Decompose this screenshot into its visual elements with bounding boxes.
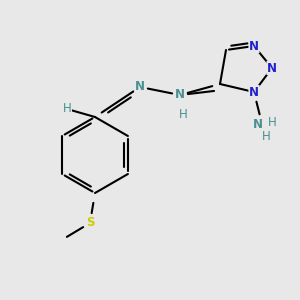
Text: H: H: [268, 116, 276, 128]
Text: S: S: [86, 217, 94, 230]
Text: N: N: [249, 40, 259, 52]
Text: N: N: [267, 61, 277, 74]
Text: H: H: [262, 130, 270, 142]
Text: H: H: [63, 103, 71, 116]
Text: N: N: [135, 80, 145, 94]
Text: N: N: [175, 88, 185, 101]
Text: H: H: [178, 109, 188, 122]
Text: N: N: [253, 118, 263, 130]
Text: N: N: [249, 85, 259, 98]
